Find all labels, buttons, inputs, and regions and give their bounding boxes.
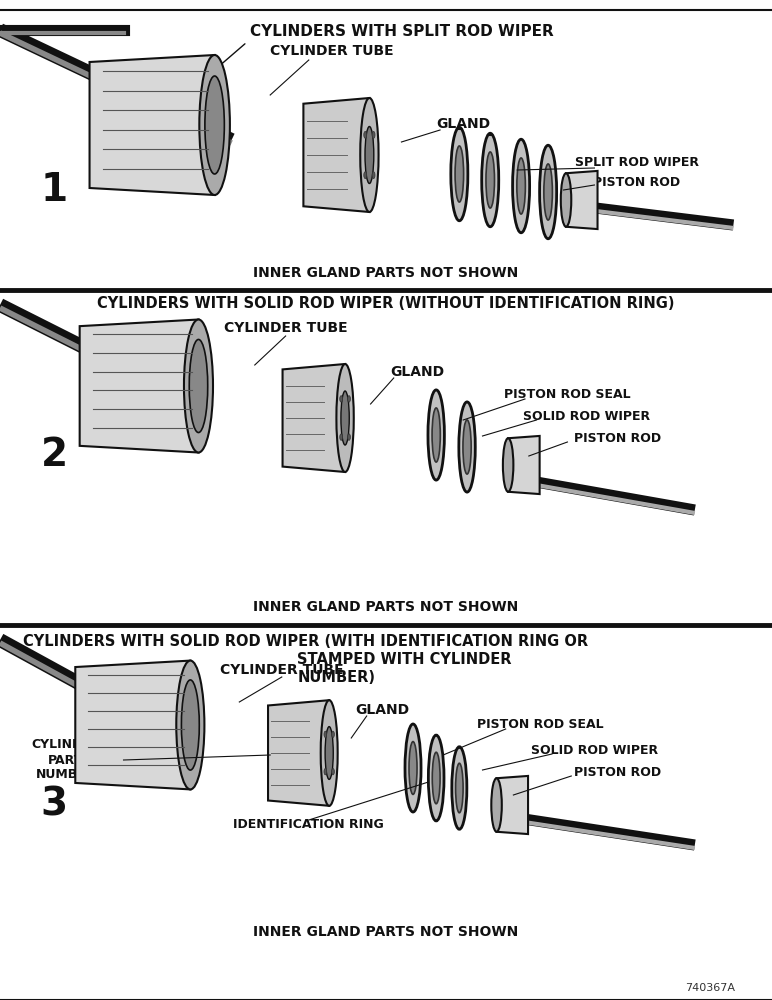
Text: SPLIT ROD WIPER: SPLIT ROD WIPER xyxy=(575,155,699,168)
Text: PISTON ROD: PISTON ROD xyxy=(574,432,661,444)
Ellipse shape xyxy=(340,396,343,402)
Ellipse shape xyxy=(405,724,421,812)
Text: CYLINDER TUBE: CYLINDER TUBE xyxy=(220,663,344,677)
Text: PISTON ROD SEAL: PISTON ROD SEAL xyxy=(504,388,631,401)
Ellipse shape xyxy=(432,752,440,804)
Text: INNER GLAND PARTS NOT SHOWN: INNER GLAND PARTS NOT SHOWN xyxy=(253,266,519,280)
Ellipse shape xyxy=(324,768,327,775)
Ellipse shape xyxy=(540,145,557,239)
Ellipse shape xyxy=(347,434,350,440)
Text: PISTON ROD: PISTON ROD xyxy=(574,766,661,778)
Ellipse shape xyxy=(365,126,374,184)
Ellipse shape xyxy=(320,700,337,806)
Text: 740367A: 740367A xyxy=(686,983,735,993)
Ellipse shape xyxy=(332,731,334,738)
Text: INNER GLAND PARTS NOT SHOWN: INNER GLAND PARTS NOT SHOWN xyxy=(253,600,519,614)
Text: CYLINDERS WITH SOLID ROD WIPER (WITH IDENTIFICATION RING OR: CYLINDERS WITH SOLID ROD WIPER (WITH IDE… xyxy=(23,635,588,650)
Text: 1: 1 xyxy=(40,171,68,209)
Ellipse shape xyxy=(428,735,444,821)
Text: GLAND: GLAND xyxy=(436,117,490,131)
Ellipse shape xyxy=(432,408,440,462)
Ellipse shape xyxy=(451,127,468,221)
Text: NUMBER): NUMBER) xyxy=(297,670,375,686)
Text: GLAND: GLAND xyxy=(355,703,409,717)
Ellipse shape xyxy=(560,173,571,227)
Text: CYLINDERS WITH SPLIT ROD WIPER: CYLINDERS WITH SPLIT ROD WIPER xyxy=(249,24,554,39)
Text: SOLID ROD WIPER: SOLID ROD WIPER xyxy=(523,410,650,422)
Text: INNER GLAND PARTS NOT SHOWN: INNER GLAND PARTS NOT SHOWN xyxy=(253,925,519,939)
Polygon shape xyxy=(566,171,598,229)
Polygon shape xyxy=(268,700,329,806)
Ellipse shape xyxy=(347,396,350,402)
Text: 2: 2 xyxy=(40,436,68,474)
Ellipse shape xyxy=(516,158,526,214)
Text: 3: 3 xyxy=(40,786,68,824)
Ellipse shape xyxy=(482,133,499,227)
Ellipse shape xyxy=(337,364,354,472)
Ellipse shape xyxy=(372,172,375,179)
Ellipse shape xyxy=(491,778,502,832)
Ellipse shape xyxy=(463,420,471,474)
Ellipse shape xyxy=(364,172,367,179)
Ellipse shape xyxy=(543,164,553,220)
Ellipse shape xyxy=(340,434,343,440)
Ellipse shape xyxy=(324,731,327,738)
Polygon shape xyxy=(496,776,528,834)
Ellipse shape xyxy=(181,680,199,770)
Ellipse shape xyxy=(428,390,445,480)
Ellipse shape xyxy=(364,131,367,138)
Ellipse shape xyxy=(372,131,375,138)
Polygon shape xyxy=(76,661,191,789)
Ellipse shape xyxy=(409,742,417,794)
Text: GLAND: GLAND xyxy=(390,365,444,379)
Ellipse shape xyxy=(452,747,467,829)
Ellipse shape xyxy=(486,152,495,208)
Text: CYLINDERS WITH SOLID ROD WIPER (WITHOUT IDENTIFICATION RING): CYLINDERS WITH SOLID ROD WIPER (WITHOUT … xyxy=(97,296,675,312)
Text: IDENTIFICATION RING: IDENTIFICATION RING xyxy=(233,818,384,832)
Ellipse shape xyxy=(341,391,349,445)
Text: CYLINDER TUBE: CYLINDER TUBE xyxy=(270,44,394,58)
Text: CYLINDER TUBE: CYLINDER TUBE xyxy=(224,321,347,335)
Ellipse shape xyxy=(199,55,230,195)
Ellipse shape xyxy=(189,339,208,433)
Polygon shape xyxy=(508,436,540,494)
Ellipse shape xyxy=(176,661,205,789)
Polygon shape xyxy=(283,364,345,472)
Ellipse shape xyxy=(184,320,213,452)
Text: PISTON ROD SEAL: PISTON ROD SEAL xyxy=(477,718,604,732)
Polygon shape xyxy=(303,98,370,212)
Text: SOLID ROD WIPER: SOLID ROD WIPER xyxy=(531,744,658,756)
Text: STAMPED WITH CYLINDER: STAMPED WITH CYLINDER xyxy=(297,652,512,668)
Polygon shape xyxy=(80,320,198,452)
Ellipse shape xyxy=(205,76,225,174)
Ellipse shape xyxy=(455,763,463,813)
Ellipse shape xyxy=(361,98,378,212)
Ellipse shape xyxy=(325,727,334,779)
Ellipse shape xyxy=(513,139,530,233)
Ellipse shape xyxy=(455,146,464,202)
Text: PISTON ROD: PISTON ROD xyxy=(594,176,680,190)
Ellipse shape xyxy=(503,438,513,492)
Ellipse shape xyxy=(332,768,334,775)
Text: CYLINDER
PART
NUMBER: CYLINDER PART NUMBER xyxy=(31,738,100,782)
Ellipse shape xyxy=(459,402,476,492)
Polygon shape xyxy=(90,55,215,195)
